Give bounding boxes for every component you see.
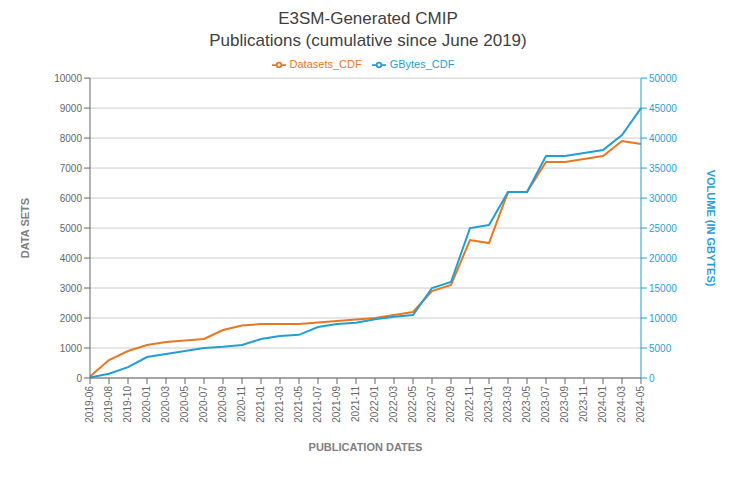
svg-text:2019-06: 2019-06 [84,386,95,423]
svg-text:6000: 6000 [60,193,83,204]
svg-text:2024-01: 2024-01 [597,386,608,423]
html-text:GBytes_CDF: GBytes_CDF [389,58,455,70]
svg-text:2023-03: 2023-03 [502,386,513,423]
svg-text:15000: 15000 [649,283,677,294]
svg-text:7000: 7000 [60,163,83,174]
svg-text:2020-09: 2020-09 [217,386,228,423]
html-text:Publications (cumulative since: Publications (cumulative since June 2019… [209,31,527,50]
svg-text:2020-01: 2020-01 [141,386,152,423]
svg-text:2021-03: 2021-03 [274,386,285,423]
svg-text:DATA SETS: DATA SETS [19,198,31,258]
svg-text:2021-09: 2021-09 [331,386,342,423]
svg-text:10000: 10000 [649,313,677,324]
svg-text:2020-07: 2020-07 [198,386,209,423]
svg-text:2022-09: 2022-09 [445,386,456,423]
svg-text:50000: 50000 [649,73,677,84]
svg-text:2022-01: 2022-01 [369,386,380,423]
svg-text:2019-10: 2019-10 [122,386,133,423]
svg-text:9000: 9000 [60,103,83,114]
svg-text:10000: 10000 [54,73,82,84]
svg-text:2022-05: 2022-05 [407,386,418,423]
svg-text:2020-03: 2020-03 [160,386,171,423]
svg-text:25000: 25000 [649,223,677,234]
svg-text:2019-08: 2019-08 [103,386,114,423]
svg-text:35000: 35000 [649,163,677,174]
svg-text:2020-11: 2020-11 [236,386,247,422]
svg-text:2020-05: 2020-05 [179,386,190,423]
svg-text:3000: 3000 [60,283,83,294]
svg-text:2021-05: 2021-05 [293,386,304,423]
svg-text:2022-07: 2022-07 [426,386,437,423]
svg-text:2022-03: 2022-03 [388,386,399,423]
svg-text:30000: 30000 [649,193,677,204]
svg-text:2021-11: 2021-11 [350,386,361,422]
svg-text:2023-05: 2023-05 [521,386,532,423]
svg-text:20000: 20000 [649,253,677,264]
html-text:Datasets_CDF: Datasets_CDF [289,58,362,70]
svg-text:1000: 1000 [60,343,83,354]
svg-text:0: 0 [76,373,82,384]
svg-text:2023-07: 2023-07 [540,386,551,423]
html-text:E3SM-Generated CMIP: E3SM-Generated CMIP [278,9,458,28]
svg-text:2023-01: 2023-01 [483,386,494,423]
svg-text:2023-09: 2023-09 [559,386,570,423]
svg-text:2000: 2000 [60,313,83,324]
svg-text:2024-05: 2024-05 [635,386,646,423]
svg-text:4000: 4000 [60,253,83,264]
svg-text:5000: 5000 [649,343,672,354]
svg-text:45000: 45000 [649,103,677,114]
svg-text:0: 0 [649,373,655,384]
svg-text:2022-11: 2022-11 [464,386,475,422]
svg-text:2024-03: 2024-03 [616,386,627,423]
svg-text:PUBLICATION DATES: PUBLICATION DATES [309,441,423,453]
svg-text:2021-07: 2021-07 [312,386,323,423]
svg-text:2023-11: 2023-11 [578,386,589,422]
svg-text:40000: 40000 [649,133,677,144]
svg-text:2021-01: 2021-01 [255,386,266,423]
svg-text:8000: 8000 [60,133,83,144]
svg-text:5000: 5000 [60,223,83,234]
svg-text:VOLUME (IN GBYTES): VOLUME (IN GBYTES) [705,170,717,287]
